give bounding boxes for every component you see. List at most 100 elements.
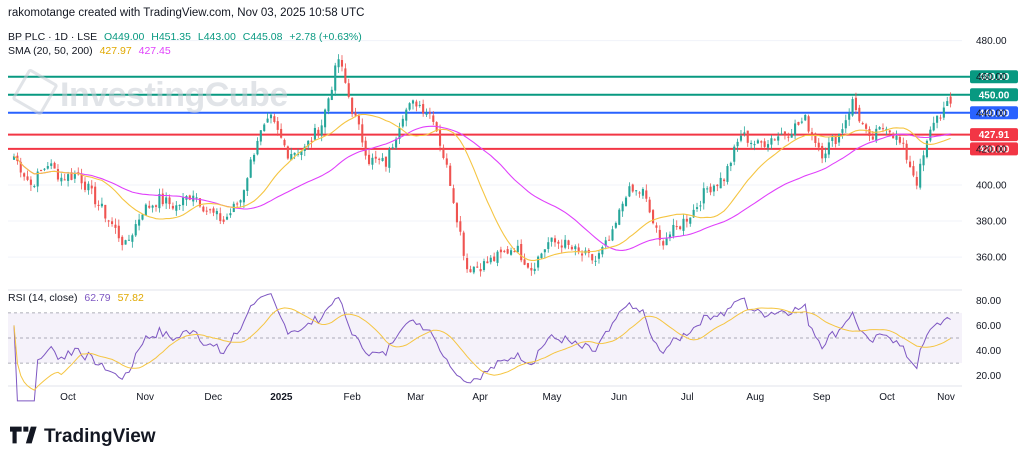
candle-body: [432, 115, 435, 122]
candle-body: [357, 115, 360, 125]
candle-body: [114, 224, 117, 228]
candle-body: [121, 236, 124, 246]
time-tick-label: Feb: [344, 392, 362, 403]
candle-body: [354, 112, 357, 116]
candle-body: [695, 207, 699, 209]
candle-body: [347, 83, 350, 97]
candle-body: [422, 104, 425, 114]
candle-body: [459, 221, 462, 232]
candle-body: [861, 122, 864, 125]
time-axis: Oct Nov Dec 2025 Feb Mar Apr May Jun Jul Aug Sep Oct…: [60, 392, 955, 403]
candle-body: [723, 179, 726, 182]
candle-body: [892, 133, 895, 139]
candle-body: [100, 203, 103, 207]
candle-body: [655, 225, 658, 228]
candle-body: [827, 142, 830, 155]
candle-body: [290, 153, 293, 161]
candle-body: [733, 146, 736, 162]
candle-body: [56, 169, 60, 180]
candle-body: [936, 115, 939, 123]
candle-body: [340, 59, 344, 67]
candle-body: [313, 127, 316, 140]
level-price-pill: [970, 142, 1018, 156]
time-tick-label: Mar: [407, 392, 425, 403]
candle-body: [94, 186, 97, 205]
candle-body: [645, 190, 648, 199]
candle-body: [154, 205, 158, 207]
candle-body: [908, 161, 912, 167]
candle-body: [807, 116, 810, 132]
rsi-value-1: 62.79: [84, 292, 111, 304]
candle-body: [134, 224, 137, 236]
candle-body: [624, 197, 628, 206]
candle-body: [405, 109, 408, 121]
time-tick-label: Oct: [879, 392, 895, 403]
candle-body: [641, 189, 644, 196]
candle-body: [425, 113, 428, 115]
chart-header: rakomotange created with TradingView.com…: [8, 7, 365, 19]
candle-body: [581, 253, 584, 256]
candle-body: [408, 103, 411, 110]
candle-body: [462, 232, 465, 256]
candle-body: [709, 186, 712, 193]
candle-body: [719, 177, 722, 189]
candle-body: [23, 173, 26, 177]
rsi-value-2: 57.82: [117, 292, 144, 304]
candle-body: [19, 161, 22, 173]
candle-body: [510, 250, 513, 255]
rsi-lines: [13, 293, 951, 402]
candle-body: [560, 245, 563, 248]
ohlc-change: +2.78 (+0.63%): [289, 31, 362, 43]
candle-body: [63, 179, 66, 181]
tradingview-logo[interactable]: TradingView: [10, 426, 156, 448]
candle-body: [158, 194, 161, 209]
level-price-pill: [970, 128, 1018, 142]
watermark: InvestingCube: [11, 67, 288, 117]
candle-body: [726, 166, 729, 182]
candle-body: [50, 163, 53, 166]
candle-body: [236, 203, 239, 205]
candle-body: [922, 155, 925, 166]
candle-body: [33, 185, 36, 187]
candle-body: [117, 225, 120, 239]
candle-body: [550, 237, 553, 242]
candle-body: [898, 136, 901, 143]
candle-body: [97, 204, 100, 206]
candle-body: [787, 136, 790, 138]
candle-body: [445, 158, 448, 165]
candles: [12, 54, 952, 277]
candle-body: [783, 131, 786, 135]
candle-body: [219, 213, 222, 222]
candle-body: [293, 152, 296, 155]
candle-body: [36, 171, 39, 187]
candle-body: [682, 218, 685, 231]
candle-body: [327, 98, 330, 112]
candle-body: [868, 129, 871, 137]
candle-body: [878, 127, 881, 130]
candle-body: [621, 203, 624, 212]
candle-body: [638, 192, 641, 194]
candle-body: [209, 209, 212, 211]
candle-body: [777, 136, 780, 141]
candle-body: [601, 247, 604, 255]
candle-body: [753, 144, 756, 146]
candle-body: [925, 140, 928, 158]
candle-body: [378, 158, 381, 160]
candle-body: [902, 142, 905, 144]
candle-body: [668, 234, 672, 239]
candle-body: [111, 221, 114, 225]
symbol-legend[interactable]: BP PLC · 1D · LSE O449.00 H451.35 L443.0…: [8, 31, 362, 43]
time-tick-label: Oct: [60, 392, 76, 403]
candle-body: [168, 197, 171, 205]
tradingview-text: TradingView: [44, 426, 156, 447]
candle-body: [736, 141, 739, 147]
candle-body: [198, 198, 202, 207]
time-tick-label: Jul: [681, 392, 694, 403]
candle-body: [391, 147, 394, 149]
candle-body: [652, 210, 655, 224]
sma-legend[interactable]: SMA (20, 50, 200) 427.97 427.45: [8, 45, 171, 57]
rsi-tick-label: 60.00: [976, 321, 1001, 332]
candle-body: [384, 156, 387, 167]
rsi-legend[interactable]: RSI (14, close) 62.79 57.82: [8, 292, 144, 304]
